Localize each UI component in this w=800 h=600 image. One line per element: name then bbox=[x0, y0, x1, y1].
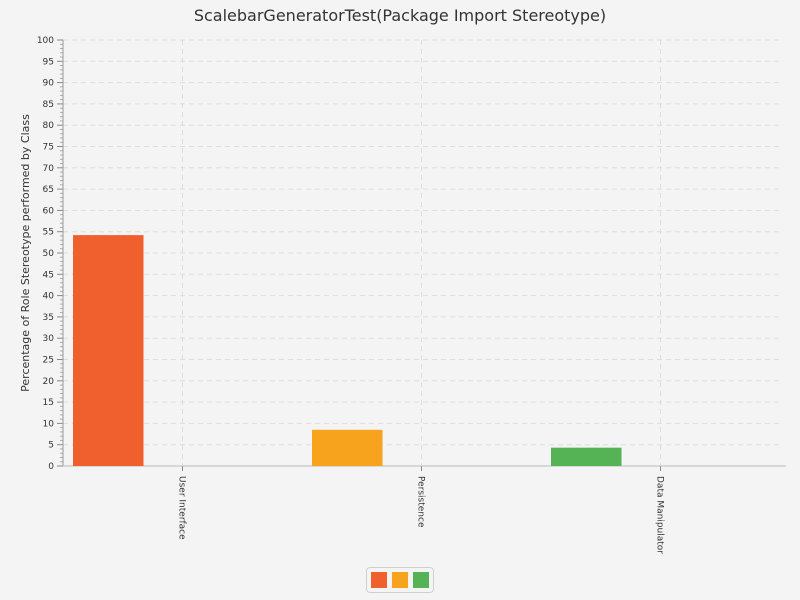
grid-lines bbox=[63, 39, 780, 466]
y-tick-label: 5 bbox=[48, 441, 54, 451]
labels: 0 5 10 15 20 25 30 35 40 45 50 55 60 65 70 75 80 85 90 95 10… bbox=[37, 36, 665, 554]
y-tick-label: 0 bbox=[48, 462, 54, 472]
y-tick-label: 80 bbox=[43, 121, 55, 131]
x-tick-label: Persistence bbox=[416, 476, 426, 528]
y-tick-label: 95 bbox=[43, 57, 54, 67]
y-tick-label: 75 bbox=[43, 143, 54, 153]
y-tick-label: 100 bbox=[37, 36, 54, 46]
y-tick-label: 45 bbox=[43, 270, 54, 280]
bar-user-interface[interactable] bbox=[73, 235, 144, 466]
y-tick-label: 65 bbox=[43, 185, 54, 195]
legend bbox=[366, 567, 434, 593]
y-tick-label: 70 bbox=[43, 164, 55, 174]
y-tick-label: 20 bbox=[43, 377, 55, 387]
y-axis-label: Percentage of Role Stereotype performed … bbox=[19, 114, 32, 392]
y-tick-label: 40 bbox=[43, 292, 55, 302]
bars bbox=[73, 235, 622, 466]
axes bbox=[57, 39, 786, 471]
chart-title: ScalebarGeneratorTest(Package Import Ste… bbox=[193, 6, 607, 25]
legend-swatch bbox=[371, 572, 387, 588]
y-tick-label: 90 bbox=[43, 79, 55, 89]
y-tick-label: 10 bbox=[43, 419, 55, 429]
x-tick-label: Data Manipulator bbox=[655, 476, 665, 554]
y-tick-label: 35 bbox=[43, 313, 54, 323]
bar-data-manipulator[interactable] bbox=[551, 447, 622, 466]
y-tick-label: 15 bbox=[43, 398, 54, 408]
x-tick-label: User Interface bbox=[177, 476, 187, 540]
legend-swatch bbox=[413, 572, 429, 588]
y-tick-label: 85 bbox=[43, 100, 54, 110]
y-tick-label: 30 bbox=[43, 334, 55, 344]
legend-swatch bbox=[392, 572, 408, 588]
bar-persistence[interactable] bbox=[312, 429, 383, 466]
y-tick-label: 25 bbox=[43, 356, 54, 366]
y-tick-label: 55 bbox=[43, 228, 54, 238]
y-tick-label: 50 bbox=[43, 249, 55, 259]
y-tick-label: 60 bbox=[43, 206, 55, 216]
